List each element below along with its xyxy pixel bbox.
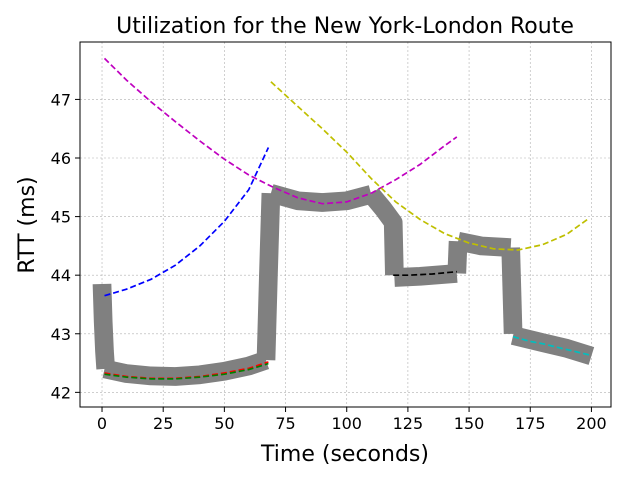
y-tick-label: 42 xyxy=(51,383,71,402)
measured-rtt-segment xyxy=(501,247,523,335)
y-tick-label: 43 xyxy=(51,325,71,344)
x-tick-label: 0 xyxy=(97,414,107,433)
x-tick-label: 150 xyxy=(454,414,485,433)
y-tick-label: 45 xyxy=(51,208,71,227)
x-tick-label: 175 xyxy=(515,414,546,433)
fitted-curve xyxy=(512,335,592,357)
axis-ticks: 0 25 50 75 100 125 150 175 200 42 43 44 45 46 47 xyxy=(51,90,607,433)
x-tick-label: 125 xyxy=(393,414,424,433)
x-axis-label: Time (seconds) xyxy=(260,442,429,467)
fitted-curve xyxy=(393,270,457,277)
fitted-curve xyxy=(103,57,458,205)
fitted-curve xyxy=(104,362,269,380)
y-axis-label: RTT (ms) xyxy=(15,176,40,273)
measured-rtt-band xyxy=(92,184,595,386)
measured-rtt-segment xyxy=(393,264,458,287)
plot-frame xyxy=(79,41,612,408)
fitted-curves xyxy=(103,57,592,380)
measured-rtt-segment xyxy=(364,188,404,276)
x-tick-label: 200 xyxy=(576,414,607,433)
chart-title: Utilization for the New York-London Rout… xyxy=(116,14,574,39)
y-tick-label: 47 xyxy=(51,90,71,109)
x-tick-label: 75 xyxy=(275,414,295,433)
measured-rtt-segment xyxy=(92,283,116,370)
grid xyxy=(80,42,611,407)
fitted-curve xyxy=(104,147,270,297)
x-tick-label: 25 xyxy=(153,414,173,433)
x-tick-label: 100 xyxy=(331,414,362,433)
x-tick-label: 50 xyxy=(214,414,234,433)
y-tick-label: 44 xyxy=(51,266,71,285)
y-tick-label: 46 xyxy=(51,149,71,168)
measured-rtt-segment xyxy=(256,192,281,361)
measured-rtt-segment xyxy=(102,351,270,386)
fitted-curve xyxy=(270,81,590,251)
